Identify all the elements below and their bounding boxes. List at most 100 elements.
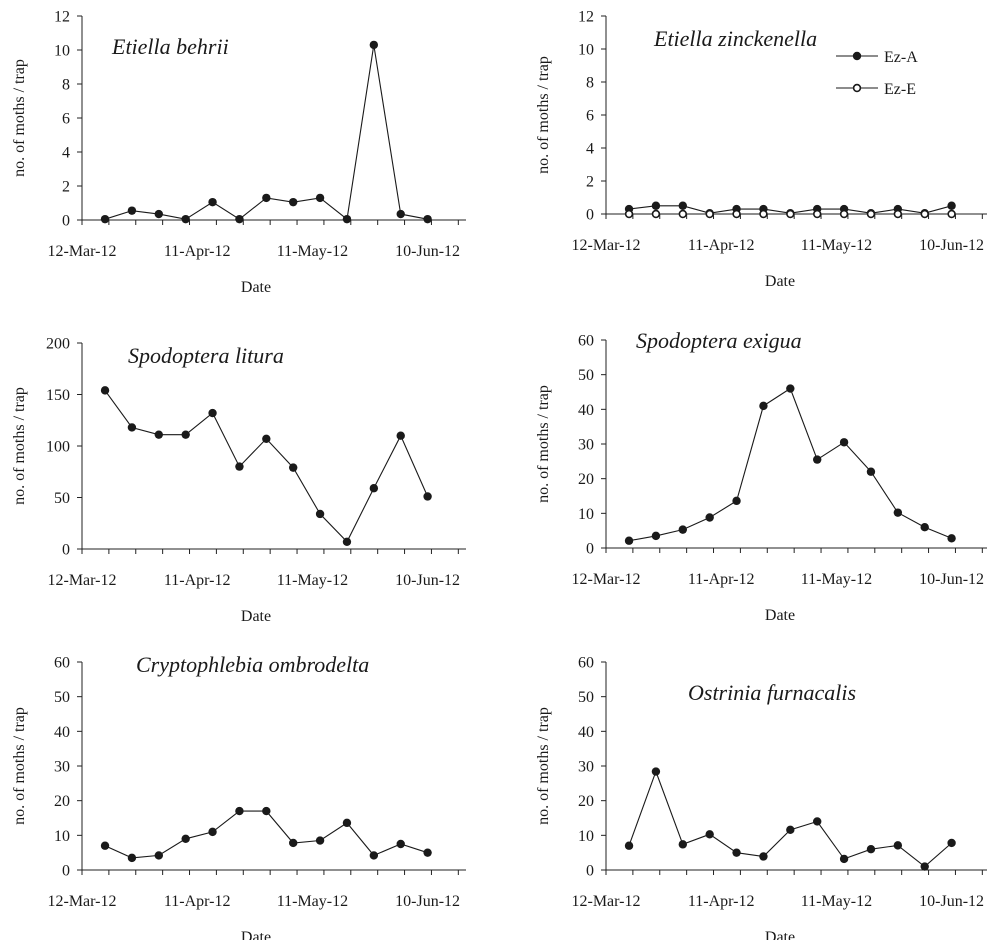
y-tick-label: 50	[54, 490, 70, 507]
y-tick-label: 50	[54, 689, 70, 706]
chart-title: Spodoptera litura	[128, 343, 284, 368]
data-point	[396, 209, 405, 219]
y-tick-label: 10	[54, 828, 70, 845]
data-point	[127, 853, 137, 863]
data-point	[127, 423, 137, 432]
x-axis-title: Date	[765, 607, 795, 624]
data-point	[839, 438, 849, 447]
data-point	[651, 209, 661, 219]
y-tick-label: 60	[578, 333, 594, 350]
y-tick-label: 2	[586, 174, 594, 191]
x-tick-label: 11-May-12	[277, 243, 348, 260]
chart-title: Ostrinia furnacalis	[688, 680, 856, 705]
data-point	[678, 209, 687, 219]
data-point	[920, 862, 929, 871]
x-axis-title: Date	[241, 929, 271, 940]
x-tick-label: 11-Apr-12	[164, 572, 231, 589]
y-tick-label: 6	[586, 108, 594, 125]
x-tick-label: 12-Mar-12	[48, 243, 117, 260]
x-tick-label: 10-Jun-12	[395, 243, 460, 260]
y-tick-label: 10	[578, 42, 594, 59]
data-point	[289, 838, 298, 848]
data-point	[786, 209, 795, 219]
data-point	[839, 854, 849, 864]
data-point	[289, 197, 298, 207]
data-point	[893, 841, 903, 850]
y-tick-label: 100	[46, 439, 70, 456]
y-axis-title: no. of moths / trap	[535, 56, 552, 174]
x-axis-title: Date	[765, 273, 795, 290]
data-point	[315, 836, 325, 845]
x-tick-label: 11-Apr-12	[164, 243, 231, 260]
x-tick-label: 11-May-12	[801, 893, 872, 910]
data-point	[235, 806, 244, 816]
y-tick-label: 10	[578, 506, 594, 523]
data-point	[262, 434, 271, 443]
y-tick-label: 8	[62, 77, 70, 94]
data-point	[732, 848, 741, 857]
x-tick-label: 11-Apr-12	[164, 893, 231, 910]
y-tick-label: 30	[578, 759, 594, 776]
legend-marker	[852, 51, 862, 61]
data-point	[181, 430, 190, 439]
chart-title: Spodoptera exigua	[636, 328, 802, 353]
series-line-1	[104, 810, 428, 859]
x-tick-label: 11-May-12	[277, 893, 348, 910]
data-point	[678, 525, 687, 534]
y-tick-label: 0	[586, 541, 594, 558]
series-line-1	[628, 387, 952, 542]
data-point	[235, 214, 244, 224]
y-tick-label: 4	[586, 141, 594, 158]
y-tick-label: 12	[54, 9, 70, 26]
data-point	[866, 467, 876, 476]
data-point	[181, 834, 190, 843]
data-point	[154, 209, 163, 219]
chart-panel-1: 0 2 4 6 8 10 12 12-Mar-12 11-Apr-12 11-May-12 10-J…	[11, 9, 466, 296]
x-tick-label: 12-Mar-12	[572, 571, 641, 588]
x-axis-title: Date	[241, 279, 271, 296]
legend: Ez-A Ez-E	[836, 49, 918, 98]
x-axis-title: Date	[765, 929, 795, 940]
x-tick-label: 10-Jun-12	[919, 893, 984, 910]
y-tick-label: 20	[578, 471, 594, 488]
data-point	[342, 537, 352, 546]
data-point	[732, 496, 741, 506]
y-tick-label: 20	[578, 793, 594, 810]
chart-panel-6: 0 10 20 30 40 50 60 12-Mar-12 11-Apr-12 11-May-12…	[535, 655, 987, 940]
data-point	[369, 484, 379, 493]
chart-panel-2: 0 2 4 6 8 10 12 12-Mar-12 11-Apr-12 11-May-12 10-J…	[535, 9, 987, 290]
y-tick-label: 4	[62, 145, 70, 162]
y-axis-title: no. of moths / trap	[11, 387, 28, 505]
chart-title: Etiella zinckenella	[653, 26, 817, 51]
data-point	[100, 841, 110, 850]
data-point	[127, 206, 137, 215]
data-point	[262, 193, 271, 203]
data-point	[423, 492, 432, 501]
y-tick-label: 2	[62, 179, 70, 196]
data-point	[947, 838, 956, 848]
y-axis-title: no. of moths / trap	[11, 707, 28, 825]
data-point	[678, 201, 687, 210]
data-point	[396, 839, 405, 849]
data-point	[208, 197, 217, 207]
x-tick-label: 10-Jun-12	[395, 572, 460, 589]
data-point	[678, 840, 687, 849]
y-tick-label: 0	[586, 207, 594, 224]
series-line-1	[628, 769, 952, 868]
chart-title: Etiella behrii	[111, 34, 229, 59]
data-point	[624, 536, 634, 545]
data-point	[651, 767, 661, 776]
data-point	[315, 509, 325, 519]
data-point	[759, 852, 768, 861]
y-tick-label: 150	[46, 387, 70, 404]
y-tick-label: 40	[54, 724, 70, 741]
x-tick-label: 10-Jun-12	[919, 571, 984, 588]
data-point	[813, 455, 822, 464]
chart-panel-5: 0 10 20 30 40 50 60 12-Mar-12 11-Apr-12 11-May-12…	[11, 652, 466, 940]
y-tick-label: 40	[578, 724, 594, 741]
data-point	[342, 818, 352, 828]
y-tick-label: 0	[62, 213, 70, 230]
data-point	[920, 209, 929, 219]
data-point	[315, 193, 325, 203]
